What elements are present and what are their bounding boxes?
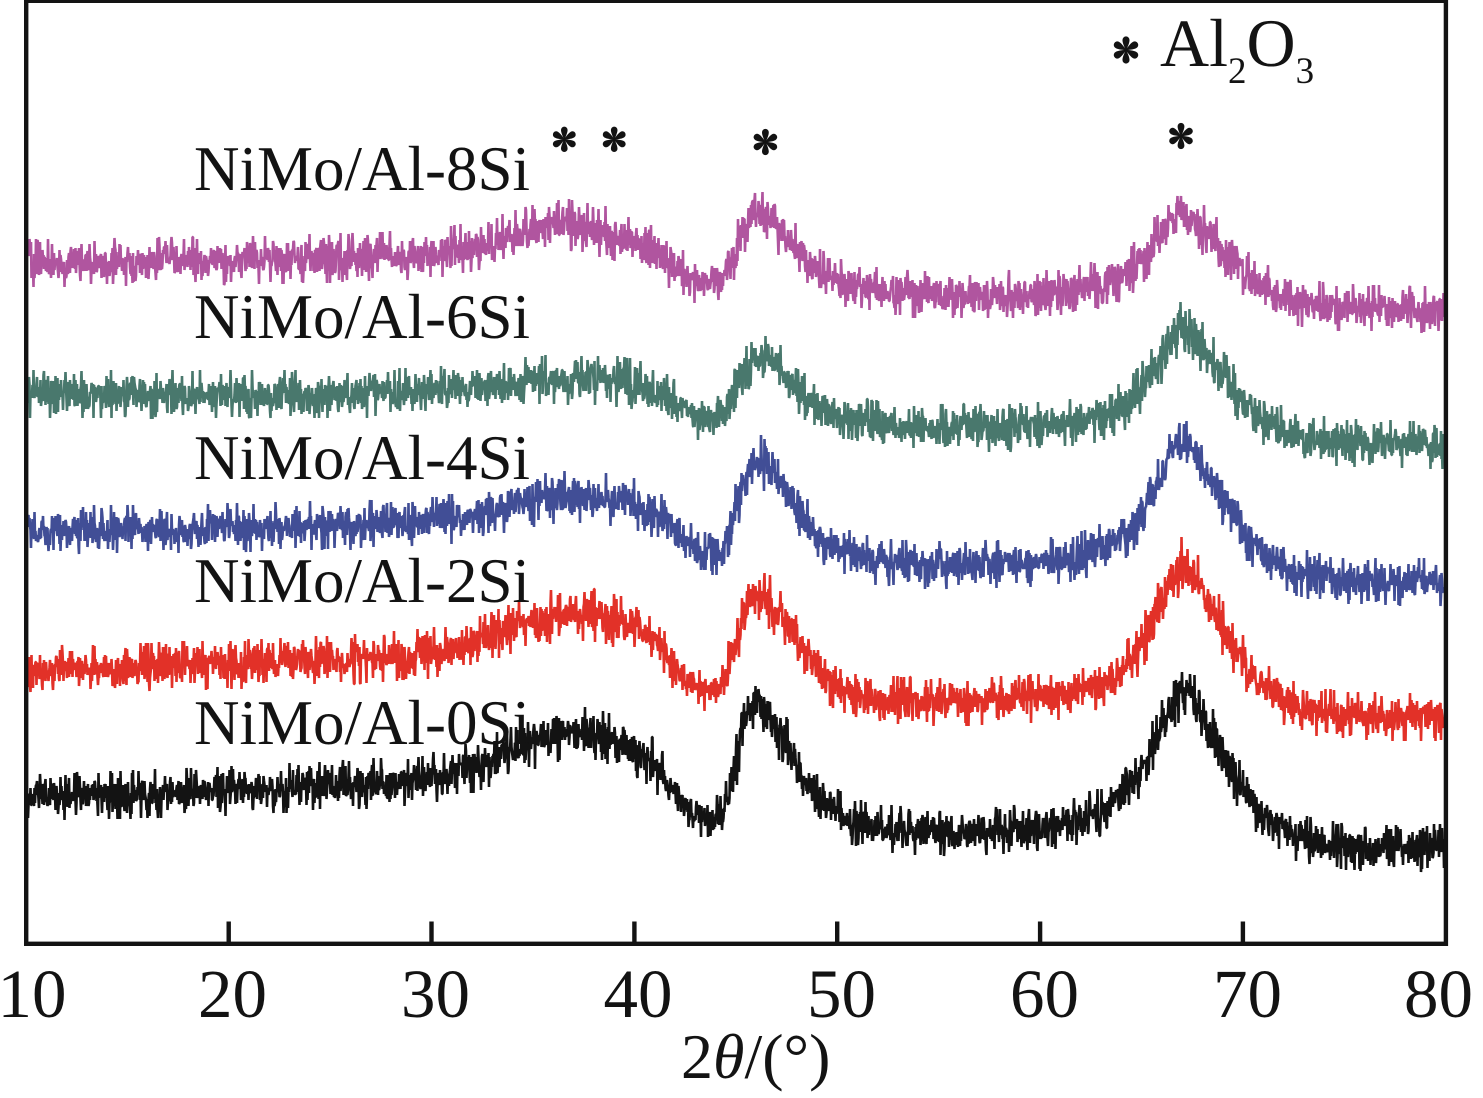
svg-text:NiMo/Al-2Si: NiMo/Al-2Si <box>194 546 530 616</box>
svg-text:NiMo/Al-6Si: NiMo/Al-6Si <box>194 282 530 352</box>
svg-text:NiMo/Al-0Si: NiMo/Al-0Si <box>194 688 530 758</box>
svg-text:NiMo/Al-4Si: NiMo/Al-4Si <box>194 423 530 493</box>
svg-text:60: 60 <box>1010 956 1079 1032</box>
svg-text:70: 70 <box>1213 956 1282 1032</box>
svg-text:50: 50 <box>807 956 876 1032</box>
svg-text:40: 40 <box>604 956 673 1032</box>
svg-text:2θ/(°): 2θ/(°) <box>681 1021 830 1092</box>
svg-text:NiMo/Al-8Si: NiMo/Al-8Si <box>194 134 530 204</box>
svg-text:20: 20 <box>198 956 267 1032</box>
svg-text:80: 80 <box>1404 956 1473 1032</box>
svg-text:30: 30 <box>401 956 470 1032</box>
svg-text:10: 10 <box>0 956 67 1032</box>
